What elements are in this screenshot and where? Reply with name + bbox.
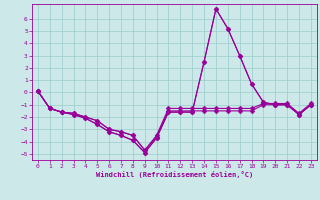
X-axis label: Windchill (Refroidissement éolien,°C): Windchill (Refroidissement éolien,°C) (96, 171, 253, 178)
